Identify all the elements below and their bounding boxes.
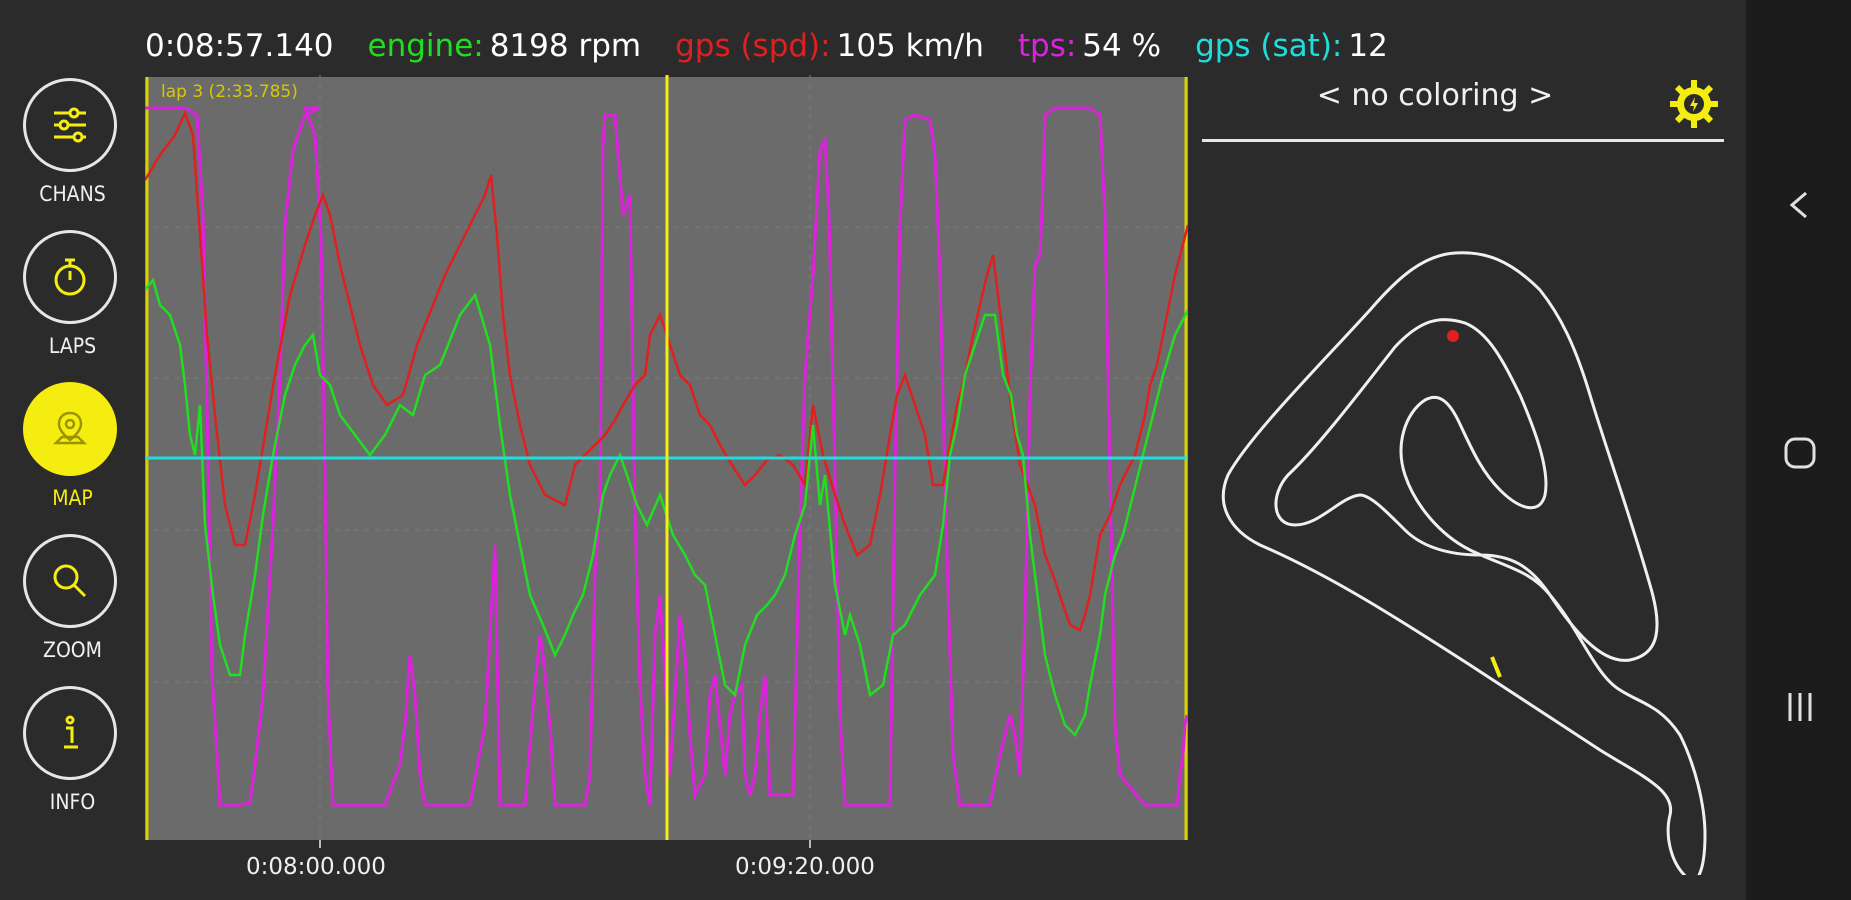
info-icon	[64, 715, 78, 749]
coloring-selector[interactable]: < no coloring >	[1316, 78, 1554, 113]
gear-icon[interactable]	[1670, 80, 1718, 128]
gps-speed-series	[145, 109, 1188, 632]
x-tick-label: 0:08:00.000	[246, 854, 386, 880]
laps-button[interactable]: LAPS	[0, 230, 145, 380]
header-readouts: 0:08:57.140 engine: 8198 rpm gps (spd): …	[145, 24, 1388, 68]
map-pin-icon	[52, 411, 88, 445]
chans-label: CHANS	[39, 182, 106, 206]
stopwatch-icon	[54, 258, 86, 296]
chans-button[interactable]: CHANS	[0, 78, 145, 228]
engine-rpm-series	[145, 277, 1188, 738]
zoom-button[interactable]: ZOOM	[0, 534, 145, 684]
telemetry-chart[interactable]: lap 3 (2:33.785)	[145, 75, 1188, 840]
tps-value: 54 %	[1082, 28, 1162, 64]
x-tick-label: 0:09:20.000	[735, 854, 875, 880]
sliders-icon	[54, 107, 86, 143]
engine-label: engine:	[367, 28, 484, 64]
tps-label: tps:	[1017, 28, 1077, 64]
lap-label: lap 3 (2:33.785)	[161, 82, 298, 102]
gps-spd-label: gps (spd):	[675, 28, 831, 64]
home-icon[interactable]	[1780, 433, 1820, 473]
back-icon[interactable]	[1780, 185, 1820, 225]
start-finish-marker	[1490, 656, 1502, 678]
info-button[interactable]: INFO	[0, 686, 145, 836]
x-axis-ticks	[319, 840, 811, 848]
laps-label: LAPS	[48, 334, 97, 358]
tps-series	[145, 106, 1188, 807]
gps-sat-label: gps (sat):	[1195, 28, 1343, 64]
magnifier-icon	[53, 564, 87, 598]
time-readout: 0:08:57.140	[145, 28, 334, 64]
gps-sat-value: 12	[1348, 28, 1388, 64]
engine-value: 8198 rpm	[489, 28, 642, 64]
map-button[interactable]: MAP	[0, 382, 145, 532]
coloring-underline	[1202, 139, 1724, 142]
map-label: MAP	[52, 486, 93, 510]
track-map[interactable]	[1200, 75, 1725, 875]
recents-icon[interactable]	[1780, 687, 1820, 727]
info-label: INFO	[49, 790, 96, 814]
gps-spd-value: 105 km/h	[836, 28, 984, 64]
position-marker	[1447, 330, 1459, 342]
zoom-label: ZOOM	[43, 638, 102, 662]
system-navigation-bar	[1746, 0, 1851, 900]
track-outline	[1221, 251, 1707, 875]
